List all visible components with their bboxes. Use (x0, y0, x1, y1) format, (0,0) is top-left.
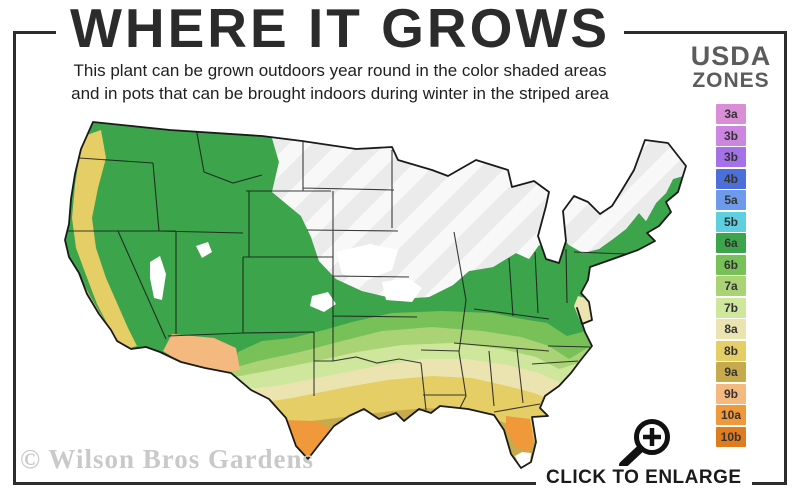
page-title: WHERE IT GROWS (55, 0, 625, 56)
legend-zone-10a-14: 10a (716, 405, 746, 425)
legend-zone-7a-8: 7a (716, 276, 746, 296)
legend-zone-8a-10: 8a (716, 319, 746, 339)
legend-zone-3a-0: 3a (716, 104, 746, 124)
subtitle-line-2: and in pots that can be brought indoors … (71, 83, 609, 103)
subtitle-line-1: This plant can be grown outdoors year ro… (73, 61, 607, 80)
legend-zone-9b-13: 9b (716, 383, 746, 404)
legend-zone-6b-7: 6b (716, 254, 746, 275)
mountain-patches (150, 242, 422, 312)
legend-zone-10b-15: 10b (716, 426, 746, 447)
legend-zone-5a-4: 5a (716, 190, 746, 210)
legend-zone-9a-12: 9a (716, 362, 746, 382)
legend-zone-3b-1: 3b (716, 125, 746, 146)
central-florida-band-10a (506, 416, 534, 452)
legend-zone-7b-9: 7b (716, 297, 746, 318)
legend-zone-3b-2: 3b (716, 147, 746, 167)
legend-zone-6a-6: 6a (716, 233, 746, 253)
subtitle: This plant can be grown outdoors year ro… (20, 60, 660, 106)
legend-title-usda: USDA (690, 41, 772, 71)
legend-title-zones: ZONES (692, 69, 770, 92)
state-borders (68, 127, 627, 419)
usda-zones-legend-header: USDA ZONES (676, 42, 786, 92)
us-outline (64, 121, 687, 469)
arizona-band-9b (163, 334, 240, 372)
legend-zone-8b-11: 8b (716, 340, 746, 361)
watermark: © Wilson Bros Gardens (20, 444, 314, 474)
west-valley-band-8b (72, 130, 137, 349)
us-zone-map[interactable] (50, 112, 695, 484)
usda-zones-legend: 3a 3b 3b 4b 5a 5b 6a 6b 7a 7b 8a 8b 9a 9b 10a 10b (716, 104, 746, 447)
legend-zone-4b-3: 4b (716, 168, 746, 189)
header: WHERE IT GROWS (20, 0, 660, 56)
click-to-enlarge-label[interactable]: CLICK TO ENLARGE (536, 466, 752, 490)
zoom-in-icon[interactable] (608, 406, 680, 478)
legend-zone-5b-5: 5b (716, 211, 746, 232)
